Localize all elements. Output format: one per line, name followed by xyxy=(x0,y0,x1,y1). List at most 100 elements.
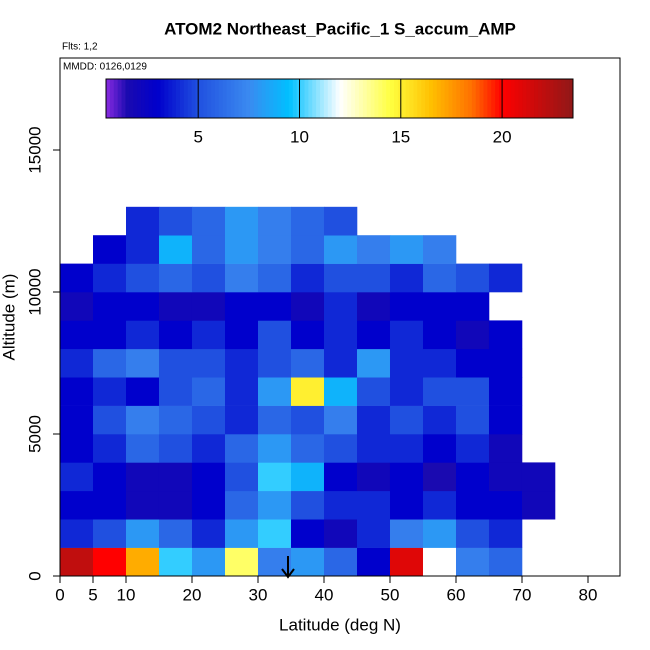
heat-cell xyxy=(323,519,358,548)
heat-cell xyxy=(290,377,325,406)
colorbar-swatch xyxy=(537,79,543,118)
heat-cell xyxy=(191,462,226,492)
colorbar-swatch xyxy=(417,79,422,118)
heat-cell xyxy=(290,434,325,463)
heat-cell xyxy=(488,547,523,577)
heat-cell xyxy=(323,320,358,350)
heat-cell xyxy=(488,348,523,378)
heat-cell xyxy=(92,405,127,435)
colorbar-swatch xyxy=(530,79,535,118)
colorbar-swatch xyxy=(545,79,551,118)
colorbar-tick-label: 20 xyxy=(493,127,512,146)
y-axis-label: Altitude (m) xyxy=(0,274,18,361)
colorbar-swatch xyxy=(316,79,321,118)
heat-cell xyxy=(158,235,193,264)
colorbar-swatch xyxy=(374,79,379,118)
heat-cell xyxy=(422,348,457,378)
colorbar-swatch xyxy=(553,79,558,118)
colorbar-tick-label: 10 xyxy=(290,127,309,146)
heat-cell xyxy=(60,320,94,350)
heat-cell xyxy=(356,235,391,264)
colorbar-swatch xyxy=(499,79,504,118)
heat-cell xyxy=(92,434,127,463)
heat-cell xyxy=(389,320,424,350)
heat-cell xyxy=(125,235,160,264)
colorbar-swatch xyxy=(397,79,403,118)
colorbar-swatch xyxy=(222,79,228,118)
heat-cell xyxy=(191,405,226,435)
heat-cell xyxy=(257,292,292,321)
heat-cell xyxy=(92,348,127,378)
heat-cell xyxy=(125,490,160,520)
heat-cell xyxy=(158,320,193,350)
colorbar-swatch xyxy=(440,79,446,118)
colorbar-swatch xyxy=(506,79,512,118)
heat-cell xyxy=(125,263,160,293)
heat-cell xyxy=(422,320,457,350)
colorbar-swatch xyxy=(378,79,383,118)
heat-cell xyxy=(488,490,523,520)
heat-cell xyxy=(158,519,193,548)
heat-cell xyxy=(422,377,457,406)
plot-frame xyxy=(59,57,621,577)
heat-cell xyxy=(158,348,193,378)
heat-cell xyxy=(125,320,160,350)
heat-cell xyxy=(389,405,424,435)
colorbar-swatch xyxy=(246,79,251,118)
x-tick-label: 80 xyxy=(579,585,598,604)
heat-cell xyxy=(356,263,391,293)
colorbar-swatch xyxy=(425,79,430,118)
colorbar-swatch xyxy=(129,79,134,118)
heat-cell xyxy=(521,490,556,520)
colorbar-swatch xyxy=(452,79,457,118)
colorbar-swatch xyxy=(518,79,523,118)
heat-cell xyxy=(488,320,523,350)
colorbar-swatch xyxy=(285,79,290,118)
heat-cell xyxy=(290,405,325,435)
colorbar-swatch xyxy=(253,79,259,118)
colorbar-swatch xyxy=(561,79,566,118)
heat-cell xyxy=(290,490,325,520)
heat-cell xyxy=(92,547,127,577)
colorbar-swatch xyxy=(261,79,267,118)
colorbar-swatch xyxy=(273,79,278,118)
colorbar-swatch xyxy=(327,79,333,118)
heat-cell xyxy=(92,462,127,492)
heat-cell xyxy=(125,405,160,435)
colorbar-swatch xyxy=(522,79,527,118)
colorbar-swatch xyxy=(323,79,329,118)
heat-cell xyxy=(158,462,193,492)
heat-cell xyxy=(422,490,457,520)
colorbar-swatch xyxy=(565,79,570,118)
heat-cell xyxy=(224,206,259,236)
heat-cell xyxy=(92,235,127,264)
heat-cell xyxy=(389,292,424,321)
colorbar-swatch xyxy=(320,79,325,118)
heat-cell xyxy=(422,263,457,293)
colorbar-swatch xyxy=(386,79,391,118)
heat-cell xyxy=(290,320,325,350)
colorbar-swatch xyxy=(211,79,216,118)
heat-cell xyxy=(257,235,292,264)
colorbar-swatch xyxy=(370,79,376,118)
colorbar-swatch xyxy=(479,79,484,118)
colorbar-swatch xyxy=(401,79,407,118)
heat-cell xyxy=(356,547,391,577)
heat-cell xyxy=(191,206,226,236)
heat-cell xyxy=(191,377,226,406)
colorbar-swatch xyxy=(429,79,434,118)
heat-cell xyxy=(323,434,358,463)
heat-cell xyxy=(356,519,391,548)
heat-cell xyxy=(455,490,490,520)
x-tick-label: 0 xyxy=(55,585,64,604)
heat-cell xyxy=(257,263,292,293)
heat-cell xyxy=(60,462,94,492)
heat-cell xyxy=(224,462,259,492)
heat-cell xyxy=(455,292,490,321)
colorbar-swatch xyxy=(432,79,438,118)
colorbar-swatch xyxy=(296,79,302,118)
heat-cell xyxy=(224,348,259,378)
heat-cell xyxy=(125,348,160,378)
heat-cell xyxy=(158,377,193,406)
heat-cell xyxy=(323,547,358,577)
